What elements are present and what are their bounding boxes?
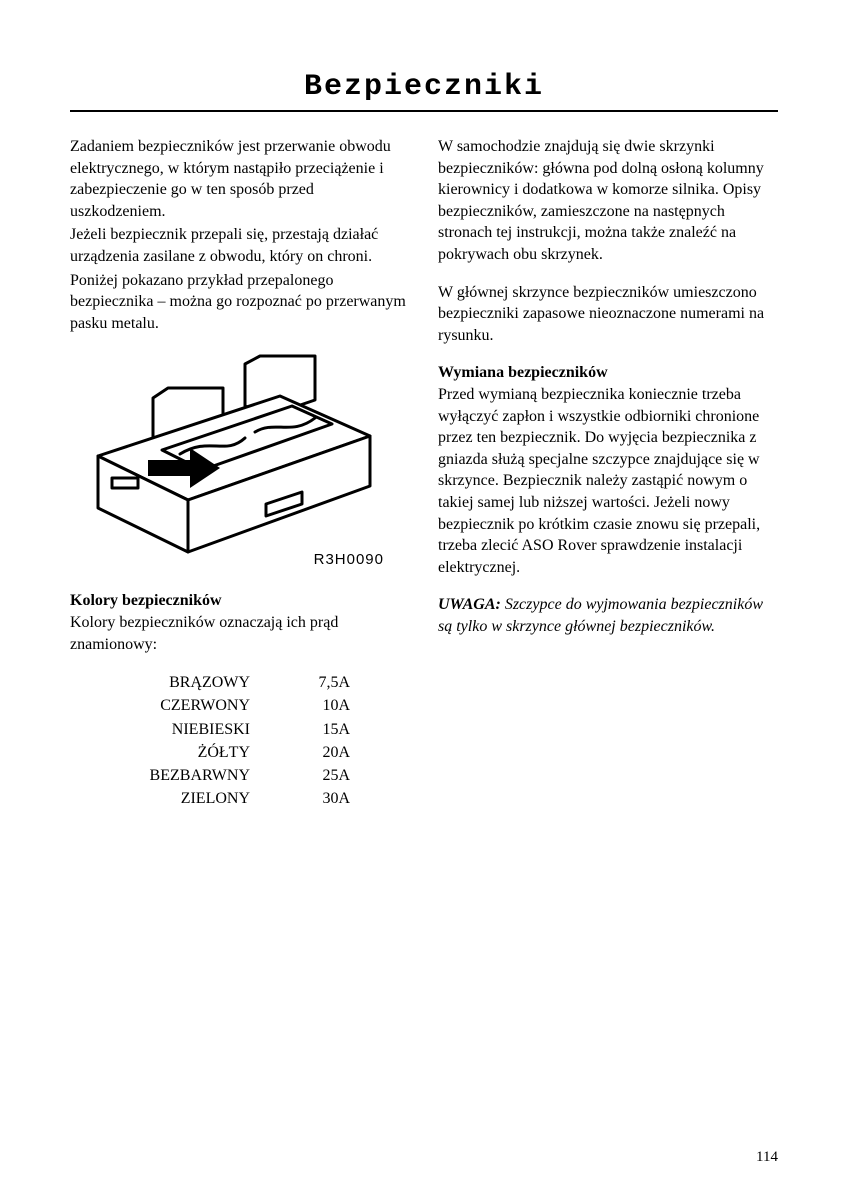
left-para-2: Jeżeli bezpiecznik przepali się, przesta… — [70, 224, 410, 267]
color-name: BRĄZOWY — [90, 671, 290, 694]
color-name: CZERWONY — [90, 694, 290, 717]
table-row: BRĄZOWY 7,5A — [90, 671, 350, 694]
color-value: 15A — [290, 718, 350, 741]
table-row: BEZBARWNY 25A — [90, 764, 350, 787]
right-para-3: Przed wymianą bezpiecznika koniecznie tr… — [438, 384, 778, 578]
right-para-1: W samochodzie znajdują się dwie skrzynki… — [438, 136, 778, 266]
table-row: ŻÓŁTY 20A — [90, 741, 350, 764]
colors-intro: Kolory bezpieczników oznaczają ich prąd … — [70, 612, 410, 655]
note: UWAGA: Szczypce do wyjmowania bezpieczni… — [438, 594, 778, 637]
table-row: NIEBIESKI 15A — [90, 718, 350, 741]
left-column: Zadaniem bezpieczników jest przerwanie o… — [70, 136, 410, 810]
right-column: W samochodzie znajdują się dwie skrzynki… — [438, 136, 778, 810]
color-value: 25A — [290, 764, 350, 787]
color-value: 20A — [290, 741, 350, 764]
right-para-2: W głównej skrzynce bezpieczników umieszc… — [438, 282, 778, 347]
left-para-3: Poniżej pokazano przykład przepalonego b… — [70, 270, 410, 335]
color-name: ŻÓŁTY — [90, 741, 290, 764]
color-value: 30A — [290, 787, 350, 810]
colors-heading: Kolory bezpieczników — [70, 590, 410, 612]
left-para-1: Zadaniem bezpieczników jest przerwanie o… — [70, 136, 410, 222]
replacement-heading: Wymiana bezpieczników — [438, 362, 778, 384]
figure-code: R3H0090 — [314, 550, 384, 570]
note-label: UWAGA: — [438, 596, 501, 613]
color-value: 7,5A — [290, 671, 350, 694]
table-row: CZERWONY 10A — [90, 694, 350, 717]
color-name: ZIELONY — [90, 787, 290, 810]
color-name: BEZBARWNY — [90, 764, 290, 787]
page-number: 114 — [756, 1149, 778, 1166]
page-title: Bezpieczniki — [70, 70, 778, 112]
table-row: ZIELONY 30A — [90, 787, 350, 810]
content-columns: Zadaniem bezpieczników jest przerwanie o… — [70, 136, 778, 810]
color-value: 10A — [290, 694, 350, 717]
color-name: NIEBIESKI — [90, 718, 290, 741]
fuse-diagram: R3H0090 — [70, 348, 390, 578]
fuse-color-table: BRĄZOWY 7,5A CZERWONY 10A NIEBIESKI 15A … — [90, 671, 350, 810]
